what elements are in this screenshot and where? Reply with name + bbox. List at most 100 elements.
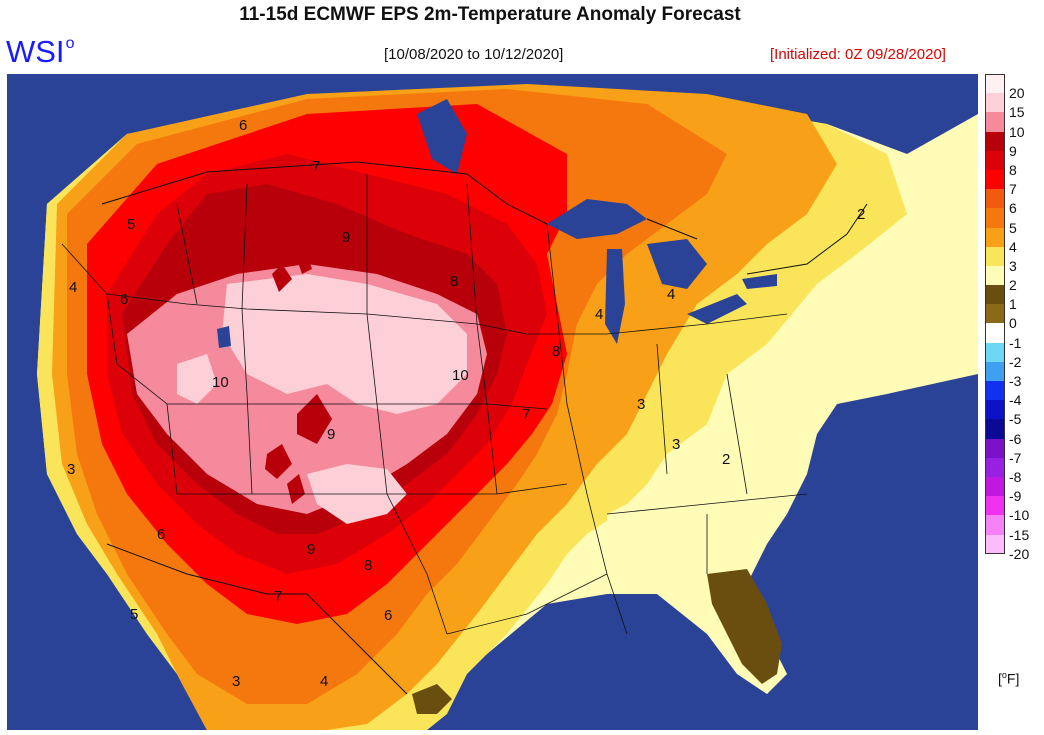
us-canada-border [101, 161, 868, 275]
contour-label: 9 [307, 541, 315, 558]
legend-swatch [985, 285, 1005, 305]
legend-entry: -15 [985, 515, 1041, 543]
contour-label: 2 [722, 451, 730, 468]
legend-label: -1 [1009, 334, 1022, 351]
legend-swatch [985, 534, 1005, 554]
legend-entry: 6 [985, 189, 1041, 216]
lake-huron [647, 239, 707, 289]
lake-ontario [742, 274, 777, 289]
great-salt-lake [217, 326, 231, 348]
legend-swatch [985, 438, 1005, 458]
land-anomaly-15a [222, 274, 467, 414]
legend-entry: -8 [985, 457, 1041, 485]
legend-entry: 2 [985, 265, 1041, 293]
land-anomaly-9-blob1 [297, 394, 332, 444]
contour-label: 3 [672, 436, 680, 453]
legend-label: -10 [1009, 507, 1030, 524]
legend-label: 9 [1009, 142, 1017, 159]
contour-label: 7 [274, 588, 282, 605]
legend-swatch [985, 457, 1005, 477]
contour-label: 2 [857, 206, 865, 223]
legend-entry: 15 [985, 93, 1041, 120]
legend-swatch [985, 265, 1005, 286]
state-borders [61, 174, 808, 635]
legend-entry: -6 [985, 419, 1041, 447]
legend-swatch [985, 476, 1005, 497]
legend-entry: -5 [985, 400, 1041, 427]
map-title: 11-15d ECMWF EPS 2m-Temperature Anomaly … [239, 4, 741, 25]
legend-label: 0 [1009, 315, 1017, 332]
legend-entry: 4 [985, 227, 1041, 255]
contour-label: 4 [595, 306, 603, 323]
contour-label: 8 [552, 343, 560, 360]
contour-label: 6 [157, 526, 165, 543]
legend-label: 15 [1009, 104, 1025, 121]
legend-entry: 20 [985, 74, 1041, 101]
legend-label: 10 [1009, 123, 1025, 140]
wsi-logo: WSIo [6, 34, 74, 70]
legend-entry: 7 [985, 169, 1041, 197]
forecast-period: [10/08/2020 to 10/12/2020] [384, 46, 564, 63]
contour-label: 9 [342, 229, 350, 246]
legend-label: 8 [1009, 161, 1017, 178]
contour-label: 3 [67, 461, 75, 478]
hudson-bay-lakes [417, 99, 467, 174]
land-anomaly-9-blob4 [272, 264, 292, 292]
legend-swatch [985, 381, 1005, 401]
legend-entry: 9 [985, 131, 1041, 159]
land-anomaly-9-blob3 [287, 474, 305, 504]
legend-swatch [985, 93, 1005, 113]
contour-label: 10 [212, 374, 229, 391]
contour-label: 5 [130, 606, 138, 623]
legend-swatch [985, 112, 1005, 132]
legend-swatch [985, 400, 1005, 420]
legend-swatch [985, 361, 1005, 381]
legend-swatch [985, 189, 1005, 209]
contour-label: 4 [320, 673, 328, 690]
legend-label: 4 [1009, 238, 1017, 255]
contour-label: 8 [450, 273, 458, 290]
legend-entry: 3 [985, 246, 1041, 274]
legend-entry: -1 [985, 323, 1041, 351]
legend-label: -15 [1009, 526, 1030, 543]
legend-label: -20 [1009, 545, 1030, 562]
land-anomaly-15c [177, 354, 217, 404]
contour-label: 6 [239, 117, 247, 134]
legend-label: -3 [1009, 373, 1022, 389]
legend-entry: -9 [985, 476, 1041, 504]
contour-label: 4 [69, 279, 77, 296]
legend-swatch [985, 74, 1005, 94]
contour-label: 4 [667, 286, 675, 303]
legend-swatch [985, 131, 1005, 151]
legend-swatch [985, 246, 1005, 266]
legend-entry: 1 [985, 285, 1041, 312]
legend-swatch [985, 419, 1005, 439]
unit-label: [oF] [998, 670, 1020, 687]
legend-swatch [985, 150, 1005, 170]
legend-label: 1 [1009, 296, 1017, 313]
contour-label: 8 [364, 557, 372, 574]
contour-label: 7 [522, 406, 530, 423]
legend-swatch [985, 496, 1005, 516]
contour-label: 5 [127, 216, 135, 233]
temperature-anomaly-map: 6 7 5 4 6 9 8 10 10 9 8 7 9 8 7 6 6 5 4 … [7, 74, 978, 730]
legend-label: 5 [1009, 219, 1017, 236]
land-anomaly-1-florida [707, 569, 782, 684]
contour-label: 6 [384, 607, 392, 624]
legend-label: -4 [1009, 392, 1022, 409]
legend-swatch [985, 169, 1005, 190]
legend-swatch [985, 323, 1005, 343]
legend-label: -5 [1009, 411, 1022, 428]
us-mexico-border [106, 543, 408, 695]
contour-label: 6 [120, 291, 128, 308]
legend-label: -9 [1009, 488, 1022, 505]
legend-label: -7 [1009, 449, 1022, 466]
lake-michigan [605, 249, 625, 344]
legend-label: -6 [1009, 430, 1022, 447]
legend-label: 7 [1009, 181, 1017, 198]
logo-text: WSI [6, 34, 65, 69]
land-anomaly-9-blob5 [297, 254, 312, 274]
legend-entry: 5 [985, 208, 1041, 236]
color-legend: 20 15 10 9 8 7 6 5 4 3 2 1 0 -1 -2 -3 -4 -5 -6 -7 -8 -9 -10 -15… [985, 74, 1041, 562]
contour-label: 10 [452, 367, 469, 384]
